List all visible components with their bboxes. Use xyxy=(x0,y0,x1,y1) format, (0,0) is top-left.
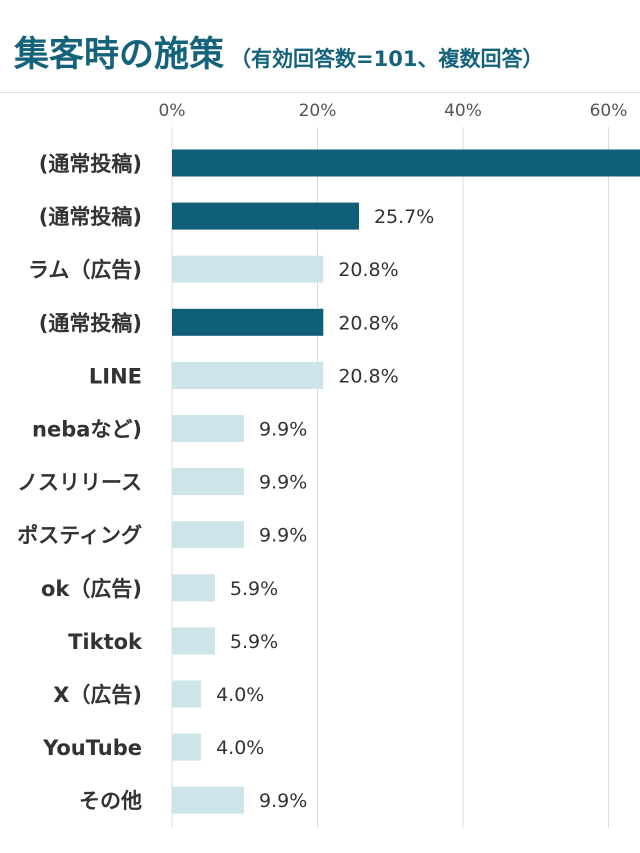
value-label: 9.9% xyxy=(259,472,307,494)
x-tick-label: 0% xyxy=(159,101,186,121)
title-divider xyxy=(0,92,640,93)
bar-7 xyxy=(172,468,245,496)
category-label: ok（広告) xyxy=(41,577,142,601)
category-label: YouTube xyxy=(42,736,142,760)
category-label: LINE xyxy=(89,364,142,388)
category-label: ポスティング xyxy=(17,524,142,548)
category-label: ラム（広告) xyxy=(28,258,142,282)
bar-5 xyxy=(172,361,324,389)
chart-subtitle: （有効回答数=101、複数回答） xyxy=(230,47,544,71)
category-label: (通常投稿) xyxy=(39,205,142,229)
value-label: 9.9% xyxy=(259,525,307,547)
chart-title: 集客時の施策 xyxy=(14,35,225,75)
category-label: nebaなど) xyxy=(32,418,142,442)
bar-12 xyxy=(172,733,202,761)
value-label: 4.0% xyxy=(216,684,264,706)
bar-3 xyxy=(172,255,324,283)
value-label: 20.8% xyxy=(338,259,398,281)
value-label: 5.9% xyxy=(230,578,278,600)
bar-9 xyxy=(172,574,215,602)
x-tick-label: 40% xyxy=(444,101,482,121)
value-label: 20.8% xyxy=(338,312,398,334)
bar-13 xyxy=(172,786,245,814)
value-label: 20.8% xyxy=(338,365,398,387)
value-label: 25.7% xyxy=(374,206,434,228)
value-label: 9.9% xyxy=(259,419,307,441)
bar-10 xyxy=(172,627,215,655)
x-tick-label: 60% xyxy=(590,101,628,121)
category-label: ノスリリース xyxy=(17,471,142,495)
value-label: 5.9% xyxy=(230,631,278,653)
bar-2 xyxy=(172,202,359,230)
bar-6 xyxy=(172,415,245,442)
bar-1 xyxy=(172,149,640,177)
bar-4 xyxy=(172,308,324,336)
bar-8 xyxy=(172,521,245,549)
category-label: (通常投稿) xyxy=(39,311,142,335)
category-label: Tiktok xyxy=(68,630,143,654)
category-label: (通常投稿) xyxy=(39,152,142,176)
category-label: X（広告) xyxy=(53,683,142,707)
category-label: その他 xyxy=(79,789,142,813)
chart-title-row: 集客時の施策 （有効回答数=101、複数回答） xyxy=(14,26,640,82)
value-label: 9.9% xyxy=(259,790,307,812)
value-label: 4.0% xyxy=(216,737,264,759)
bar-11 xyxy=(172,680,202,708)
x-tick-label: 20% xyxy=(299,101,337,121)
